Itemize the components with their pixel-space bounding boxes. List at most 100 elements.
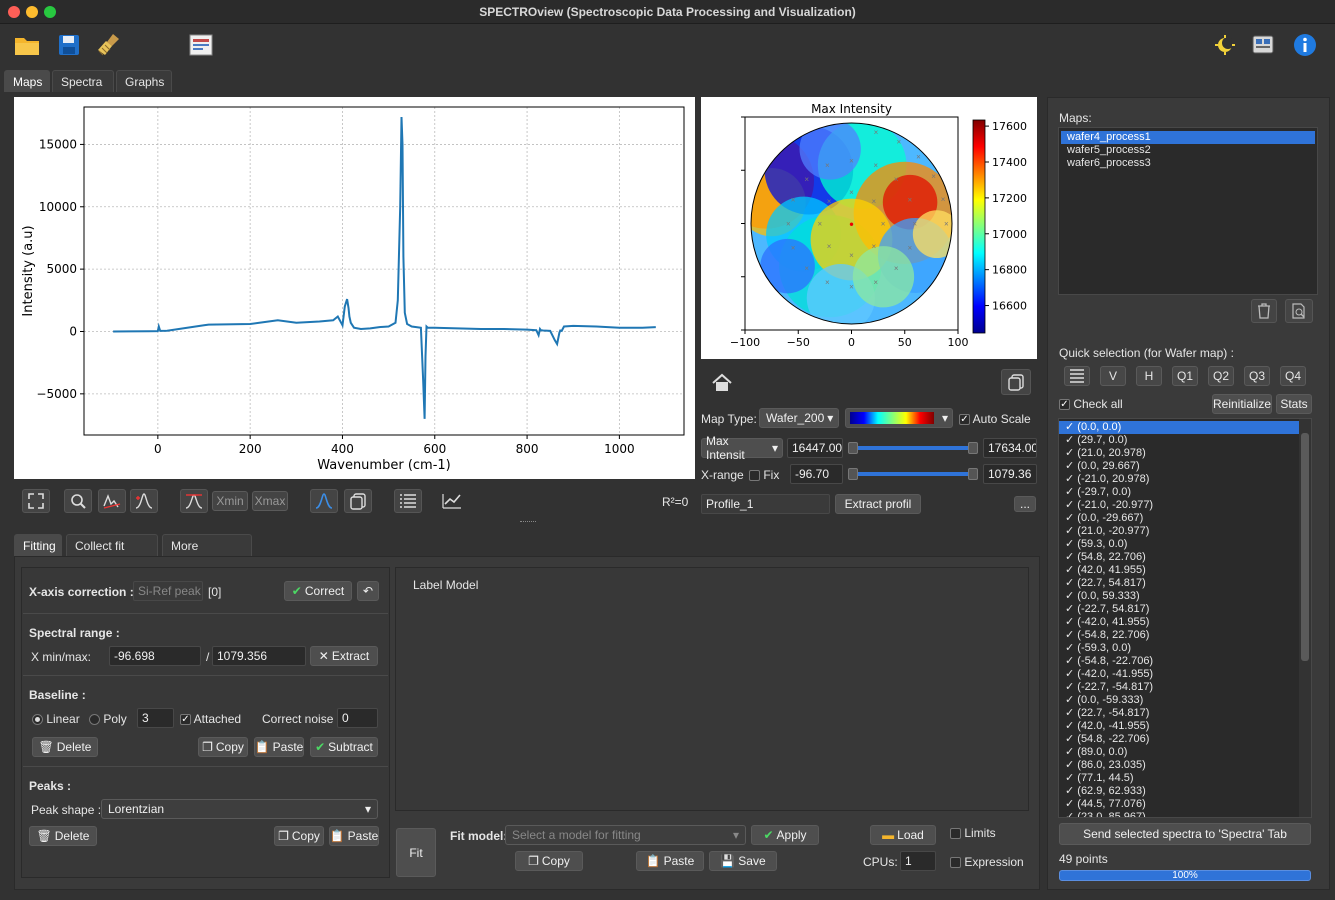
- point-list-item[interactable]: ✓ (22.7, 54.817): [1059, 577, 1311, 590]
- point-list-item[interactable]: ✓ (44.5, 77.076): [1059, 798, 1311, 811]
- colormap-select[interactable]: ▾: [845, 408, 953, 428]
- peak-button[interactable]: [130, 489, 158, 513]
- extract-range-button[interactable]: ✕ Extract: [310, 646, 378, 666]
- list-item[interactable]: wafer4_process1: [1061, 131, 1315, 144]
- point-list-item[interactable]: ✓ (42.0, 41.955): [1059, 564, 1311, 577]
- delete-map-button[interactable]: [1251, 299, 1277, 323]
- point-list-item[interactable]: ✓ (-22.7, 54.817): [1059, 603, 1311, 616]
- auto-scale-checkbox[interactable]: ✓ Auto Scale: [959, 412, 1031, 426]
- point-list-item[interactable]: ✓ (29.7, 0.0): [1059, 434, 1311, 447]
- save-model-button[interactable]: 💾 Save: [709, 851, 777, 871]
- q3-button[interactable]: Q3: [1244, 366, 1270, 386]
- q4-button[interactable]: Q4: [1280, 366, 1306, 386]
- baseline-point-button[interactable]: [98, 489, 126, 513]
- extract-profile-button[interactable]: Extract profil: [835, 494, 921, 514]
- delete-baseline-button[interactable]: 🗑 Delete: [32, 737, 98, 757]
- save-button[interactable]: [54, 30, 84, 60]
- point-list-item[interactable]: ✓ (-22.7, -54.817): [1059, 681, 1311, 694]
- fit-button[interactable]: Fit: [396, 828, 436, 877]
- slider-max-handle[interactable]: [968, 442, 978, 454]
- peak-shape-select[interactable]: Lorentzian ▾: [101, 799, 378, 819]
- tab-graphs[interactable]: Graphs: [116, 70, 172, 92]
- point-list-item[interactable]: ✓ (0.0, -29.667): [1059, 512, 1311, 525]
- copy-map-button[interactable]: [1001, 369, 1031, 395]
- reinitialize-button[interactable]: Reinitialize: [1212, 394, 1272, 414]
- si-ref-peak-field[interactable]: Si-Ref peak: [133, 581, 203, 601]
- point-list-item[interactable]: ✓ (-42.0, -41.955): [1059, 668, 1311, 681]
- points-scrollbar[interactable]: [1299, 419, 1311, 817]
- xmax-button[interactable]: Xmax: [252, 491, 288, 511]
- tab-maps[interactable]: Maps: [4, 70, 50, 92]
- splitter-handle[interactable]: [520, 521, 536, 524]
- show-peaks-button[interactable]: [310, 489, 338, 513]
- tab-collect-fit-data[interactable]: Collect fit data: [66, 534, 158, 575]
- slider-min-handle[interactable]: [848, 468, 858, 480]
- map-parameter-select[interactable]: Max Intensit ▾: [701, 434, 783, 462]
- poly-radio[interactable]: Poly: [89, 712, 127, 726]
- check-all-checkbox[interactable]: ✓ Check all: [1059, 397, 1123, 411]
- colorscale-min-field[interactable]: 16447.00: [787, 438, 843, 458]
- paste-baseline-button[interactable]: 📋 Paste: [254, 737, 304, 757]
- list-item[interactable]: wafer5_process2: [1067, 144, 1151, 156]
- clear-button[interactable]: [94, 30, 124, 60]
- list-item[interactable]: wafer6_process3: [1067, 157, 1151, 169]
- xmax-field[interactable]: 1079.356: [212, 646, 306, 666]
- minimize-window-button[interactable]: [26, 6, 38, 18]
- fit-model-select[interactable]: Select a model for fitting ▾: [505, 825, 746, 845]
- info-button[interactable]: [1290, 30, 1320, 60]
- point-list-item[interactable]: ✓ (23.0, 85.967): [1059, 811, 1311, 817]
- horizontal-button[interactable]: H: [1136, 366, 1162, 386]
- limits-checkbox[interactable]: Limits: [950, 826, 996, 840]
- colorscale-range-slider[interactable]: [850, 446, 976, 450]
- copy-fit-button[interactable]: ❐ Copy: [515, 851, 583, 871]
- all-points-button[interactable]: [1064, 366, 1090, 386]
- xmin-button[interactable]: Xmin: [212, 491, 248, 511]
- spectrum-plot[interactable]: 0 200 400 600 800 1000 15000 10000 5000 0 −5000 Wav…: [14, 97, 695, 479]
- profile-name-field[interactable]: Profile_1: [701, 494, 830, 514]
- poly-order-spinbox[interactable]: 3: [137, 708, 174, 728]
- correct-button[interactable]: ✔ Correct: [284, 581, 352, 601]
- open-folder-button[interactable]: [12, 30, 42, 60]
- residual-button[interactable]: [438, 489, 466, 513]
- fix-checkbox[interactable]: Fix: [749, 468, 779, 482]
- expression-checkbox[interactable]: Expression: [950, 855, 1024, 869]
- points-list[interactable]: ✓ (0.0, 0.0) ✓ (29.7, 0.0) ✓ (21.0, 20.978…: [1058, 418, 1312, 818]
- xrange-slider[interactable]: [850, 472, 976, 476]
- scrollbar-thumb[interactable]: [1301, 433, 1309, 661]
- point-list-item[interactable]: ✓ (62.9, 62.933): [1059, 785, 1311, 798]
- point-list-item[interactable]: ✓ (59.3, 0.0): [1059, 538, 1311, 551]
- wafer-map-plot[interactable]: ● × × × × × × × × × × × × × × × × × × × × × × × × × × × × × × −100 −50 0 5…: [701, 97, 1037, 359]
- close-window-button[interactable]: [8, 6, 20, 18]
- point-list-item[interactable]: ✓ (-42.0, 41.955): [1059, 616, 1311, 629]
- copy-baseline-button[interactable]: ❐ Copy: [198, 737, 248, 757]
- load-model-button[interactable]: ▬ Load: [870, 825, 936, 845]
- slider-max-handle[interactable]: [968, 468, 978, 480]
- colorscale-max-field[interactable]: 17634.00: [983, 438, 1037, 458]
- tab-more-settings[interactable]: More settings: [162, 534, 252, 575]
- point-list-item[interactable]: ✓ (-54.8, -22.706): [1059, 655, 1311, 668]
- slider-min-handle[interactable]: [848, 442, 858, 454]
- point-list-item[interactable]: ✓ (54.8, 22.706): [1059, 551, 1311, 564]
- xmin-field[interactable]: -96.698: [109, 646, 201, 666]
- xrange-min-field[interactable]: -96.70: [790, 464, 843, 484]
- xrange-max-field[interactable]: 1079.36: [983, 464, 1037, 484]
- point-list-item[interactable]: ✓ (0.0, -59.333): [1059, 694, 1311, 707]
- copy-figure-button[interactable]: [344, 489, 372, 513]
- point-list-item[interactable]: ✓ (-59.3, 0.0): [1059, 642, 1311, 655]
- correct-noise-spinbox[interactable]: 0: [337, 708, 378, 728]
- legend-button[interactable]: [394, 489, 422, 513]
- point-list-item[interactable]: ✓ (0.0, 59.333): [1059, 590, 1311, 603]
- point-list-item[interactable]: ✓ (-21.0, -20.977): [1059, 499, 1311, 512]
- point-list-item[interactable]: ✓ (0.0, 0.0): [1059, 421, 1311, 434]
- send-to-spectra-button[interactable]: Send selected spectra to 'Spectra' Tab: [1059, 823, 1311, 845]
- zoom-window-button[interactable]: [44, 6, 56, 18]
- point-list-item[interactable]: ✓ (54.8, -22.706): [1059, 733, 1311, 746]
- point-list-item[interactable]: ✓ (77.1, 44.5): [1059, 772, 1311, 785]
- point-list-item[interactable]: ✓ (89.0, 0.0): [1059, 746, 1311, 759]
- point-list-item[interactable]: ✓ (86.0, 23.035): [1059, 759, 1311, 772]
- attached-checkbox[interactable]: ✓ Attached: [180, 712, 241, 726]
- point-list-item[interactable]: ✓ (42.0, -41.955): [1059, 720, 1311, 733]
- report-button[interactable]: [186, 30, 216, 60]
- apply-button[interactable]: ✔ Apply: [751, 825, 819, 845]
- more-options-button[interactable]: ...: [1014, 496, 1036, 512]
